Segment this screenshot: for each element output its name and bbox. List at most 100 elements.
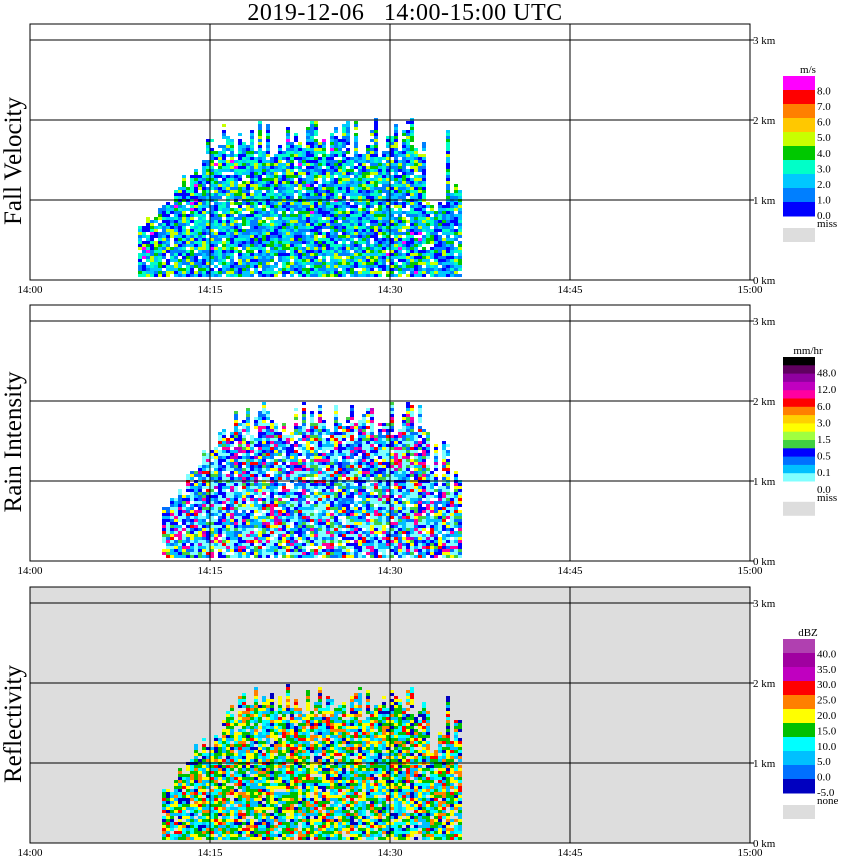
echo-cell [246, 477, 250, 480]
echo-cell [306, 247, 310, 250]
echo-cell [158, 208, 162, 211]
echo-cell [374, 139, 378, 142]
echo-cell [390, 265, 394, 268]
echo-cell [302, 486, 306, 489]
echo-cell [378, 271, 382, 274]
echo-cell [238, 238, 242, 241]
echo-cell [278, 477, 282, 480]
echo-cell [238, 250, 242, 253]
echo-cell [366, 229, 370, 232]
echo-cell [290, 175, 294, 178]
echo-cell [430, 223, 434, 226]
echo-cell [258, 516, 262, 519]
echo-cell [230, 486, 234, 489]
echo-cell [242, 238, 246, 241]
echo-cell [166, 223, 170, 226]
echo-cell [362, 169, 366, 172]
echo-cell [258, 555, 262, 558]
echo-cell [202, 546, 206, 549]
echo-cell [166, 549, 170, 552]
echo-cell [354, 447, 358, 450]
echo-cell [278, 256, 282, 259]
echo-cell [218, 552, 222, 555]
echo-cell [374, 193, 378, 196]
echo-cell [158, 217, 162, 220]
echo-cell [186, 513, 190, 516]
echo-cell [242, 525, 246, 528]
echo-cell [254, 441, 258, 444]
echo-cell [450, 220, 454, 223]
echo-cell [322, 474, 326, 477]
echo-cell [322, 501, 326, 504]
echo-cell [150, 274, 154, 277]
echo-cell [210, 163, 214, 166]
echo-cell [350, 220, 354, 223]
echo-cell [282, 244, 286, 247]
echo-cell [414, 187, 418, 190]
echo-cell [366, 453, 370, 456]
echo-cell [318, 438, 322, 441]
echo-cell [218, 154, 222, 157]
echo-cell [330, 540, 334, 543]
echo-cell [338, 244, 342, 247]
echo-cell [358, 489, 362, 492]
echo-cell [174, 268, 178, 271]
echo-cell [286, 519, 290, 522]
echo-cell [390, 244, 394, 247]
echo-cell [274, 423, 278, 426]
echo-cell [302, 229, 306, 232]
echo-cell [194, 181, 198, 184]
echo-cell [286, 136, 290, 139]
echo-cell [346, 435, 350, 438]
echo-cell [206, 145, 210, 148]
echo-cell [394, 190, 398, 193]
echo-cell [350, 190, 354, 193]
echo-cell [322, 241, 326, 244]
echo-cell [386, 178, 390, 181]
echo-cell [366, 193, 370, 196]
echo-cell [162, 510, 166, 513]
echo-cell [230, 543, 234, 546]
echo-cell [314, 238, 318, 241]
echo-cell [314, 232, 318, 235]
echo-cell [302, 552, 306, 555]
echo-cell [182, 498, 186, 501]
echo-cell [314, 468, 318, 471]
echo-cell [370, 139, 374, 142]
echo-cell [354, 522, 358, 525]
echo-cell [358, 214, 362, 217]
echo-cell [218, 498, 222, 501]
echo-cell [282, 441, 286, 444]
echo-cell [414, 214, 418, 217]
echo-cell [246, 492, 250, 495]
echo-cell [226, 507, 230, 510]
echo-cell [294, 444, 298, 447]
echo-cell [458, 268, 462, 271]
echo-cell [338, 489, 342, 492]
echo-cell [226, 528, 230, 531]
echo-cell [322, 235, 326, 238]
echo-cell [218, 259, 222, 262]
echo-cell [254, 217, 258, 220]
echo-cell [254, 181, 258, 184]
echo-cell [266, 145, 270, 148]
fall-velocity-y-tick-label: 1 km [753, 195, 776, 207]
echo-cell [278, 495, 282, 498]
echo-cell [310, 513, 314, 516]
echo-cell [278, 447, 282, 450]
echo-cell [226, 142, 230, 145]
echo-cell [206, 220, 210, 223]
echo-cell [334, 435, 338, 438]
echo-cell [170, 513, 174, 516]
echo-cell [334, 408, 338, 411]
echo-cell [262, 513, 266, 516]
echo-cell [274, 453, 278, 456]
echo-cell [250, 492, 254, 495]
echo-cell [314, 121, 318, 124]
echo-cell [266, 268, 270, 271]
echo-cell [214, 534, 218, 537]
echo-cell [178, 250, 182, 253]
echo-cell [294, 247, 298, 250]
echo-cell [246, 468, 250, 471]
echo-cell [254, 519, 258, 522]
